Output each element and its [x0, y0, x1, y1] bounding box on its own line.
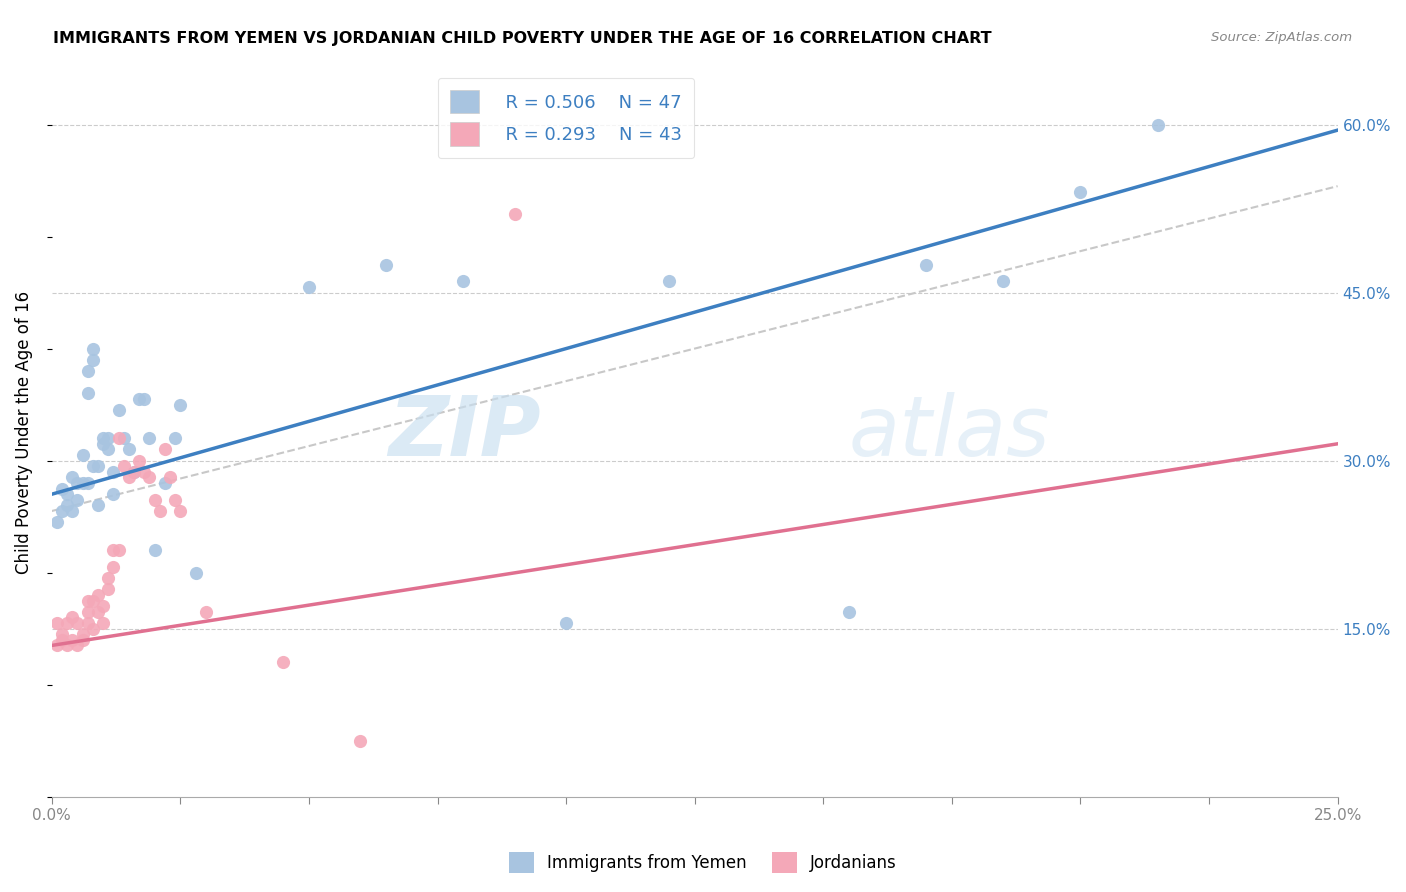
Point [271, 655, 294, 669]
Point [451, 274, 474, 288]
Point [82, 352, 104, 367]
Point [97, 582, 120, 597]
Point [91, 431, 114, 445]
Point [87, 459, 110, 474]
Point [169, 504, 191, 518]
Point [1146, 118, 1168, 132]
Point [128, 392, 150, 406]
Point [45, 639, 67, 653]
Point [138, 431, 160, 445]
Point [103, 487, 125, 501]
Point [76, 605, 98, 619]
Text: IMMIGRANTS FROM YEMEN VS JORDANIAN CHILD POVERTY UNDER THE AGE OF 16 CORRELATION: IMMIGRANTS FROM YEMEN VS JORDANIAN CHILD… [53, 31, 993, 46]
Point [134, 465, 156, 479]
Point [82, 459, 104, 474]
Point [169, 398, 191, 412]
Point [87, 588, 110, 602]
Point [51, 632, 73, 647]
Point [122, 465, 145, 479]
Point [143, 492, 166, 507]
Point [87, 605, 110, 619]
Point [72, 448, 94, 462]
Point [72, 632, 94, 647]
Point [66, 475, 89, 490]
Point [56, 639, 79, 653]
Point [51, 504, 73, 518]
Point [153, 442, 176, 457]
Point [60, 504, 83, 518]
Point [66, 615, 89, 630]
Point [112, 459, 135, 474]
Point [118, 442, 141, 457]
Point [195, 605, 218, 619]
Point [82, 593, 104, 607]
Point [97, 442, 120, 457]
Point [76, 386, 98, 401]
Point [138, 470, 160, 484]
Point [51, 482, 73, 496]
Point [107, 543, 129, 558]
Legend:   R = 0.506    N = 47,   R = 0.293    N = 43: R = 0.506 N = 47, R = 0.293 N = 43 [437, 78, 695, 158]
Point [107, 403, 129, 417]
Point [1069, 185, 1091, 199]
Point [91, 615, 114, 630]
Point [503, 207, 526, 221]
Point [87, 499, 110, 513]
Point [72, 475, 94, 490]
Point [91, 437, 114, 451]
Point [76, 615, 98, 630]
Legend: Immigrants from Yemen, Jordanians: Immigrants from Yemen, Jordanians [502, 846, 904, 880]
Point [97, 571, 120, 585]
Point [51, 627, 73, 641]
Point [103, 465, 125, 479]
Point [66, 639, 89, 653]
Point [915, 258, 938, 272]
Text: atlas: atlas [849, 392, 1050, 473]
Point [298, 280, 321, 294]
Point [118, 470, 141, 484]
Point [76, 475, 98, 490]
Text: ZIP: ZIP [388, 392, 540, 473]
Point [66, 492, 89, 507]
Point [159, 470, 181, 484]
Point [838, 605, 860, 619]
Point [165, 431, 187, 445]
Point [91, 599, 114, 614]
Point [60, 470, 83, 484]
Point [122, 465, 145, 479]
Point [82, 622, 104, 636]
Point [349, 733, 371, 747]
Point [143, 543, 166, 558]
Point [658, 274, 681, 288]
Y-axis label: Child Poverty Under the Age of 16: Child Poverty Under the Age of 16 [15, 291, 32, 574]
Point [555, 615, 578, 630]
Point [56, 615, 79, 630]
Point [184, 566, 207, 580]
Point [165, 492, 187, 507]
Point [153, 475, 176, 490]
Point [82, 342, 104, 356]
Point [128, 453, 150, 467]
Point [60, 610, 83, 624]
Text: Source: ZipAtlas.com: Source: ZipAtlas.com [1212, 31, 1353, 45]
Point [76, 364, 98, 378]
Point [45, 515, 67, 529]
Point [149, 504, 172, 518]
Point [134, 392, 156, 406]
Point [60, 632, 83, 647]
Point [112, 431, 135, 445]
Point [56, 487, 79, 501]
Point [76, 593, 98, 607]
Point [72, 627, 94, 641]
Point [375, 258, 398, 272]
Point [103, 543, 125, 558]
Point [56, 499, 79, 513]
Point [97, 431, 120, 445]
Point [993, 274, 1015, 288]
Point [45, 615, 67, 630]
Point [107, 431, 129, 445]
Point [103, 560, 125, 574]
